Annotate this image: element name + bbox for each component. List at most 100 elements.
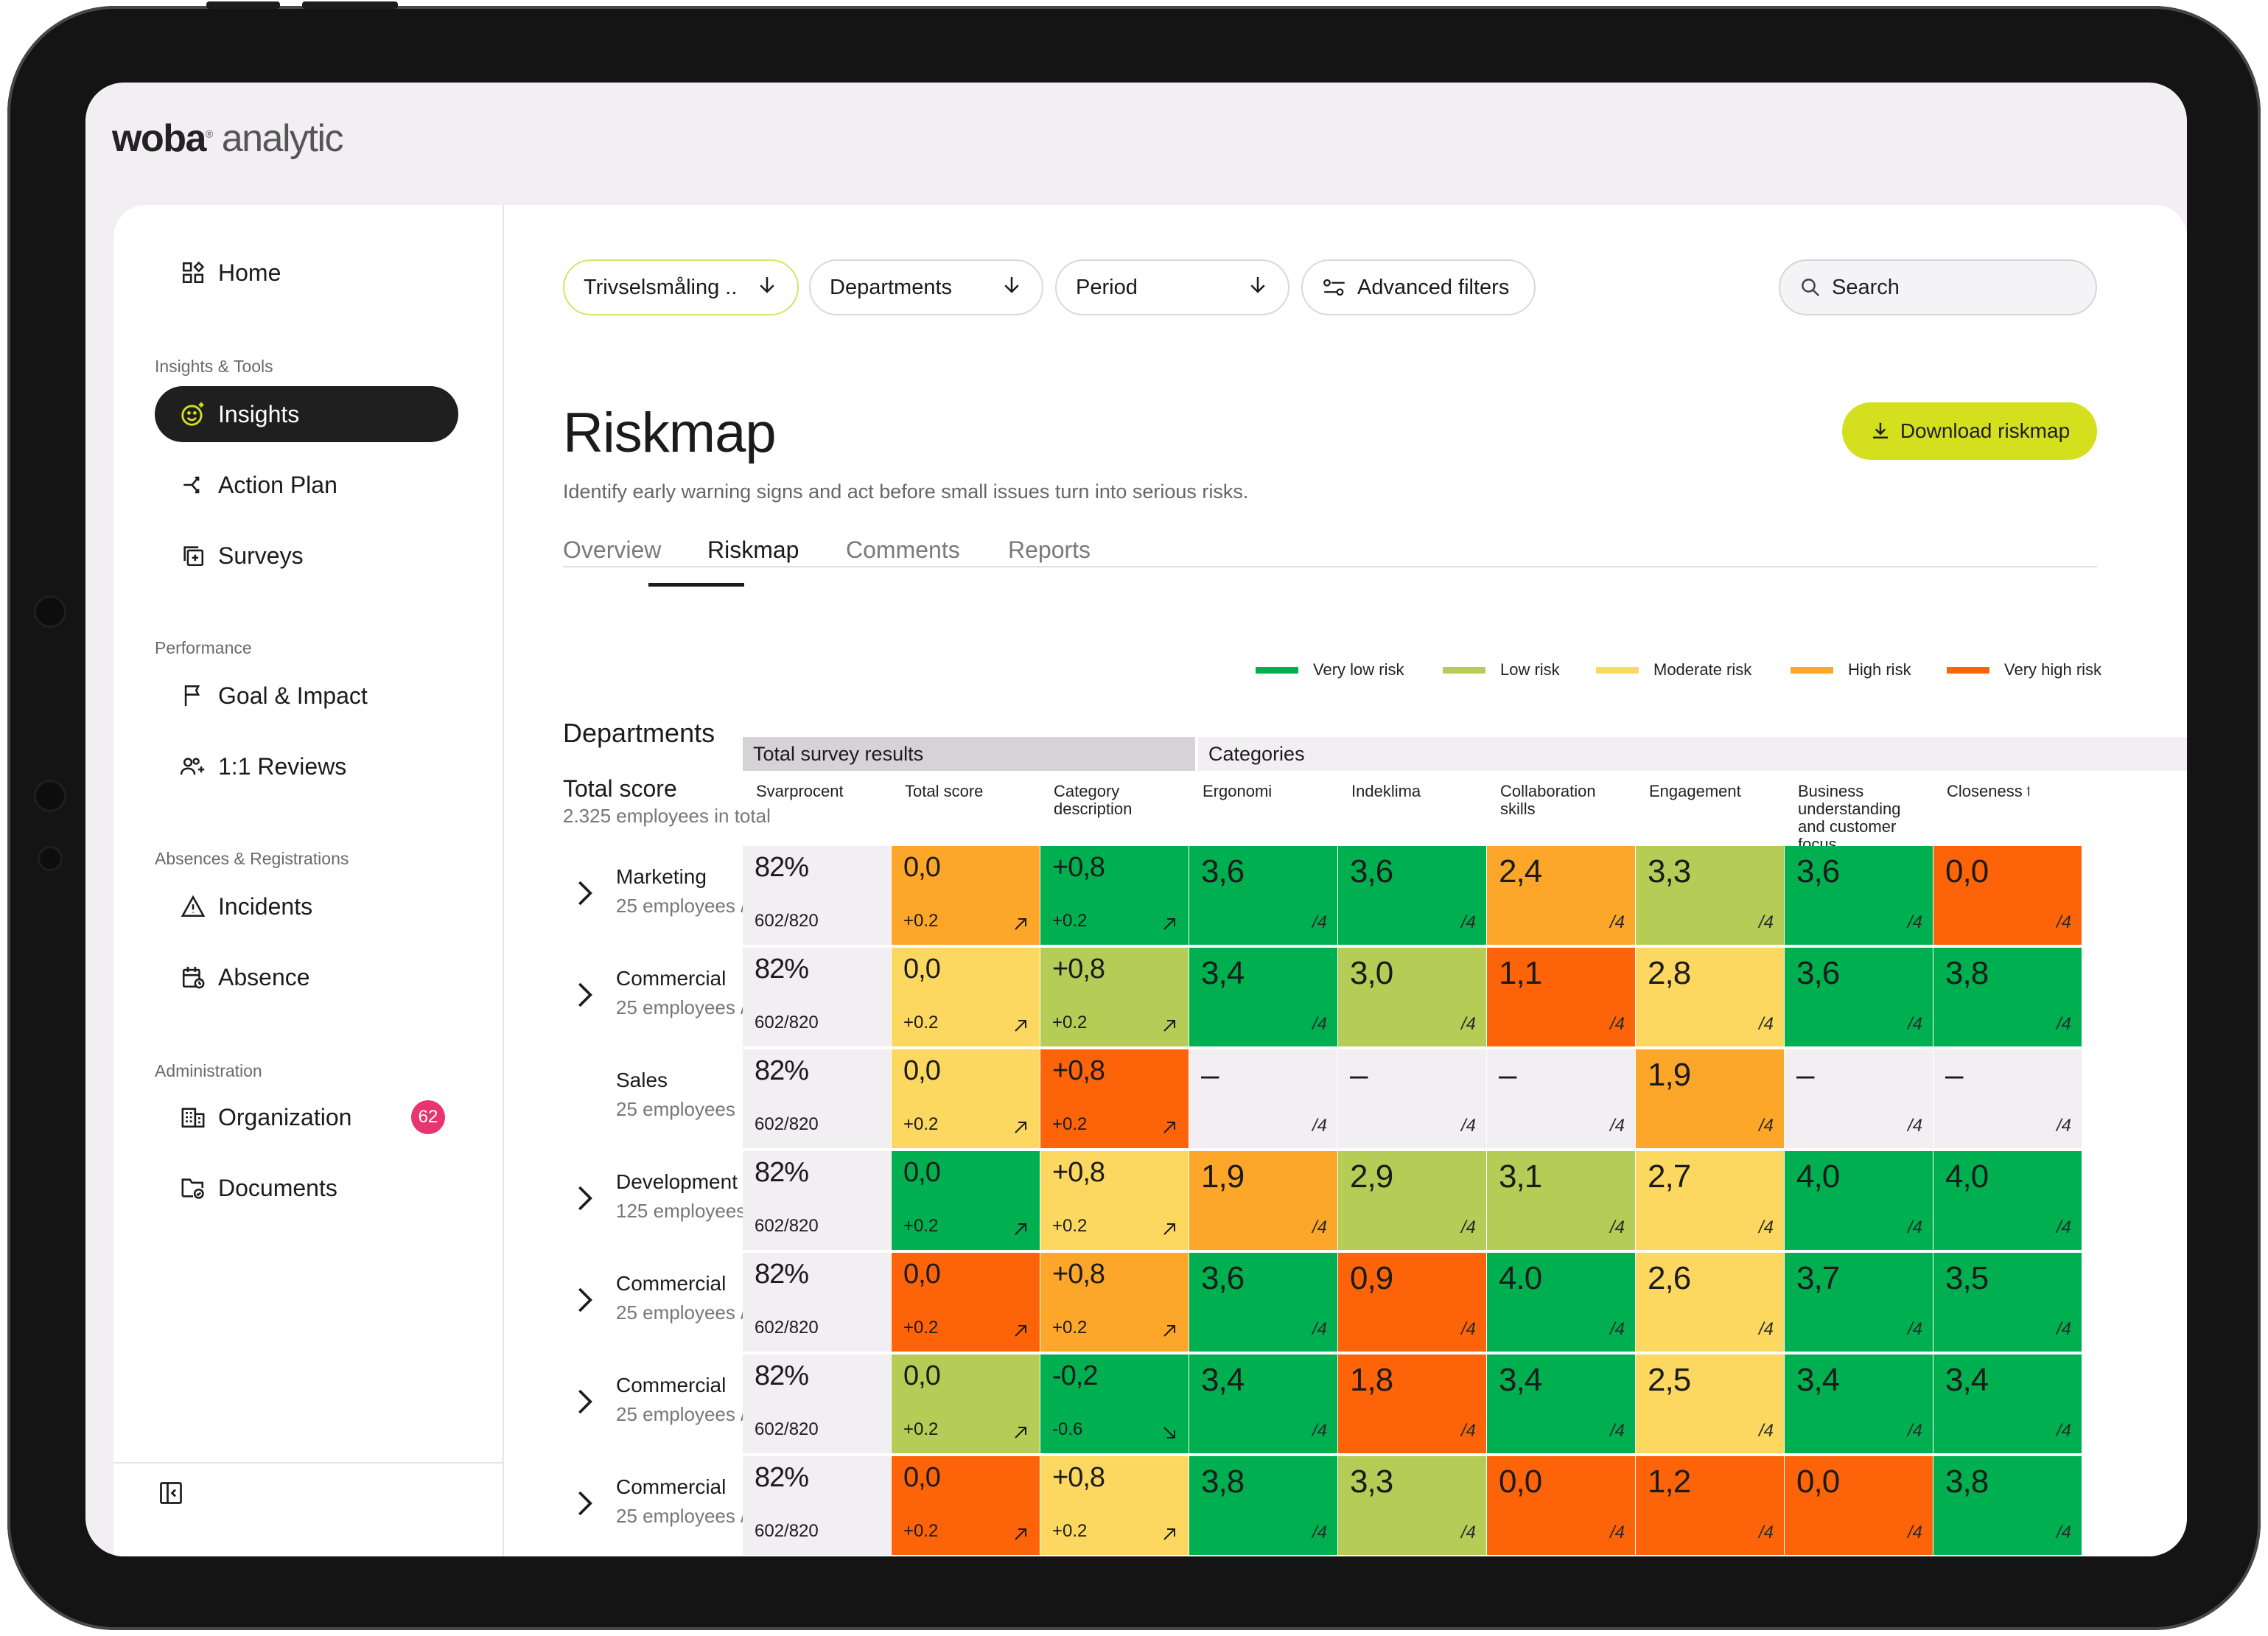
category-score-cell[interactable]: 2,9/4 (1338, 1151, 1486, 1250)
cell-denominator: /4 (1460, 912, 1476, 932)
category-score-cell[interactable]: 3,6/4 (1785, 948, 1933, 1046)
category-score-cell[interactable]: 3,5/4 (1933, 1253, 2082, 1352)
search-input[interactable]: Search (1779, 259, 2097, 315)
category-score-cell[interactable]: 3,8/4 (1933, 1456, 2082, 1555)
category-score-cell[interactable]: 3,8/4 (1933, 948, 2082, 1046)
category-score-cell[interactable]: – /4 (1487, 1049, 1635, 1148)
table-row[interactable]: Marketing 25 employees / 3 dept. 82% 602/82… (504, 846, 2187, 946)
category-score-cell[interactable]: 1,2/4 (1636, 1456, 1784, 1555)
category-description-cell[interactable]: +0,8 +0.2 (1040, 846, 1189, 945)
category-score-cell[interactable]: 3,4/4 (1487, 1354, 1635, 1453)
total-score-cell[interactable]: 0,0 +0.2 (892, 948, 1040, 1046)
category-score-cell[interactable]: 3,6/4 (1338, 846, 1486, 945)
category-score-cell[interactable]: 1,9/4 (1189, 1151, 1337, 1250)
category-score-cell[interactable]: 1,1/4 (1487, 948, 1635, 1046)
tab-overview[interactable]: Overview (563, 536, 662, 563)
category-score-cell[interactable]: – /4 (1189, 1049, 1337, 1148)
sidebar-item-goal-impact[interactable]: Goal & Impact (155, 668, 458, 724)
sidebar-item-surveys[interactable]: Surveys (155, 528, 458, 584)
category-description-cell[interactable]: +0,8 +0.2 (1040, 1456, 1189, 1555)
sidebar-item-reviews[interactable]: 1:1 Reviews (155, 738, 458, 794)
chevron-right-icon[interactable] (572, 980, 597, 1010)
category-score-cell[interactable]: 2,4/4 (1487, 846, 1635, 945)
category-score-cell[interactable]: 3,0/4 (1338, 948, 1486, 1046)
response-rate-cell: 82% 602/820 (743, 846, 891, 945)
total-score-cell[interactable]: 0,0 +0.2 (892, 1049, 1040, 1148)
cell-denominator: /4 (1312, 1523, 1327, 1542)
category-description-cell[interactable]: -0,2 -0.6 (1040, 1354, 1189, 1453)
chevron-right-icon[interactable] (572, 878, 597, 908)
category-score-cell[interactable]: 4,0/4 (1933, 1151, 2082, 1250)
table-row[interactable]: Sales 25 employees 82% 602/820 0,0 +0.2 +0,8 +0… (504, 1049, 2187, 1150)
cell-value: 0,0 (1499, 1464, 1542, 1500)
category-score-cell[interactable]: 4.0/4 (1487, 1253, 1635, 1352)
table-row[interactable]: Commercial 25 employees / 3 dept. 82% 602/8… (504, 1456, 2187, 1556)
sidebar-item-incidents[interactable]: Incidents (155, 878, 458, 934)
table-row[interactable]: Development 125 employees / 3 dept. 82% 602… (504, 1151, 2187, 1251)
category-score-cell[interactable]: 0,0/4 (1785, 1456, 1933, 1555)
tab-riskmap[interactable]: Riskmap (707, 536, 799, 563)
survey-filter-dropdown[interactable]: Trivselsmåling .. (563, 259, 799, 315)
sidebar-item-label: Surveys (218, 542, 304, 569)
category-score-cell[interactable]: 3,3/4 (1338, 1456, 1486, 1555)
category-description-cell[interactable]: +0,8 +0.2 (1040, 1049, 1189, 1148)
total-score-cell[interactable]: 0,0 +0.2 (892, 1151, 1040, 1250)
category-score-cell[interactable]: 3,6/4 (1785, 846, 1933, 945)
cell-value: 1,8 (1350, 1362, 1393, 1398)
category-score-cell[interactable]: 2,7/4 (1636, 1151, 1784, 1250)
total-score-cell[interactable]: 0,0 +0.2 (892, 846, 1040, 945)
sidebar-collapse-icon[interactable] (158, 1480, 187, 1509)
category-score-cell[interactable]: 3,4/4 (1933, 1354, 2082, 1453)
category-score-cell[interactable]: – /4 (1338, 1049, 1486, 1148)
category-score-cell[interactable]: 2,5/4 (1636, 1354, 1784, 1453)
sidebar-item-home[interactable]: Home (155, 245, 458, 301)
cell-delta: +0.2 (903, 1419, 939, 1439)
category-score-cell[interactable]: 3,8/4 (1189, 1456, 1337, 1555)
tab-bar: Overview Riskmap Comments Reports (563, 536, 2097, 567)
departments-filter-dropdown[interactable]: Departments (809, 259, 1043, 315)
cell-denominator: /4 (1758, 1421, 1774, 1441)
category-score-cell[interactable]: – /4 (1933, 1049, 2082, 1148)
period-filter-dropdown[interactable]: Period (1055, 259, 1289, 315)
category-score-cell[interactable]: 2,6/4 (1636, 1253, 1784, 1352)
category-description-cell[interactable]: +0,8 +0.2 (1040, 948, 1189, 1046)
category-score-cell[interactable]: – /4 (1785, 1049, 1933, 1148)
table-row[interactable]: Commercial 25 employees / 3 dept. 82% 602/8… (504, 948, 2187, 1048)
sidebar-item-organization[interactable]: Organization 62 (155, 1089, 458, 1145)
chevron-right-icon[interactable] (572, 1184, 597, 1213)
tab-comments[interactable]: Comments (846, 536, 960, 563)
chevron-right-icon[interactable] (572, 1489, 597, 1518)
sidebar-item-absence[interactable]: Absence (155, 949, 458, 1005)
table-row[interactable]: Commercial 25 employees / 3 dept. 82% 602/8… (504, 1253, 2187, 1353)
category-score-cell[interactable]: 2,8/4 (1636, 948, 1784, 1046)
total-score-cell[interactable]: 0,0 +0.2 (892, 1253, 1040, 1352)
category-score-cell[interactable]: 3,7/4 (1785, 1253, 1933, 1352)
category-description-cell[interactable]: +0,8 +0.2 (1040, 1253, 1189, 1352)
category-score-cell[interactable]: 3,4/4 (1785, 1354, 1933, 1453)
category-score-cell[interactable]: 3,6/4 (1189, 1253, 1337, 1352)
chevron-right-icon[interactable] (572, 1285, 597, 1315)
category-score-cell[interactable]: 0,0/4 (1487, 1456, 1635, 1555)
category-score-cell[interactable]: 0,9/4 (1338, 1253, 1486, 1352)
category-score-cell[interactable]: 3,3/4 (1636, 846, 1784, 945)
category-score-cell[interactable]: 3,4/4 (1189, 1354, 1337, 1453)
total-score-cell[interactable]: 0,0 +0.2 (892, 1456, 1040, 1555)
category-score-cell[interactable]: 3,6/4 (1189, 846, 1337, 945)
sidebar-item-action-plan[interactable]: Action Plan (155, 457, 458, 513)
category-score-cell[interactable]: 4,0/4 (1785, 1151, 1933, 1250)
download-riskmap-button[interactable]: Download riskmap (1842, 402, 2097, 460)
tab-reports[interactable]: Reports (1008, 536, 1091, 563)
category-score-cell[interactable]: 1,8/4 (1338, 1354, 1486, 1453)
category-score-cell[interactable]: 1,9/4 (1636, 1049, 1784, 1148)
notification-badge: 62 (411, 1100, 445, 1134)
table-row[interactable]: Commercial 25 employees / 3 dept. 82% 602/8… (504, 1354, 2187, 1455)
category-score-cell[interactable]: 0,0/4 (1933, 846, 2082, 945)
category-description-cell[interactable]: +0,8 +0.2 (1040, 1151, 1189, 1250)
advanced-filters-button[interactable]: Advanced filters (1301, 259, 1536, 315)
category-score-cell[interactable]: 3,4/4 (1189, 948, 1337, 1046)
sidebar-item-documents[interactable]: Documents (155, 1160, 458, 1216)
sidebar-item-insights[interactable]: Insights (155, 386, 458, 442)
chevron-right-icon[interactable] (572, 1387, 597, 1416)
category-score-cell[interactable]: 3,1/4 (1487, 1151, 1635, 1250)
total-score-cell[interactable]: 0,0 +0.2 (892, 1354, 1040, 1453)
